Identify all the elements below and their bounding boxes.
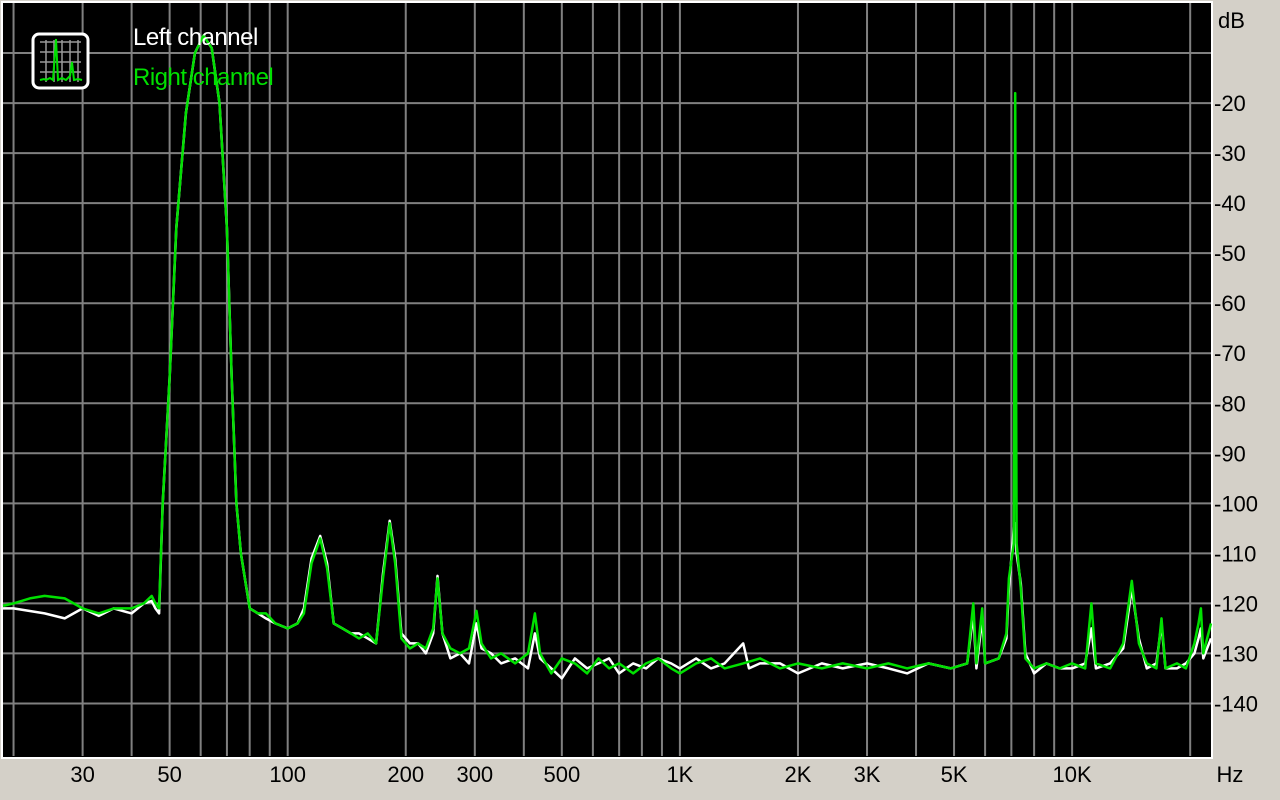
x-tick-label: 300: [456, 762, 493, 787]
legend-chart-icon: [31, 32, 90, 90]
legend-left-channel: Left channel: [133, 24, 258, 51]
legend-right-channel: Right channel: [133, 64, 274, 91]
x-tick-label: 2K: [785, 762, 812, 787]
y-tick-label: -140: [1214, 691, 1258, 716]
y-tick-label: -110: [1214, 541, 1256, 566]
y-tick-label: -40: [1214, 191, 1246, 216]
plot-area: [1, 1, 1213, 759]
grid: [3, 3, 1211, 756]
axis-ticks: 30 50 100 200 300 500 1K 2K 3K 5K 10K Hz -20 -30 -40 -5…: [70, 8, 1258, 787]
y-tick-label: -30: [1214, 141, 1246, 166]
x-tick-label: 10K: [1053, 762, 1092, 787]
y-tick-label: -60: [1214, 291, 1246, 316]
x-tick-label: 3K: [854, 762, 881, 787]
y-tick-label: -90: [1214, 441, 1246, 466]
x-tick-label: 200: [387, 762, 424, 787]
x-tick-label: 1K: [666, 762, 693, 787]
y-tick-label: -120: [1214, 591, 1258, 616]
y-tick-label: -20: [1214, 91, 1246, 116]
y-axis-label: dB: [1218, 8, 1245, 33]
y-tick-label: -80: [1214, 391, 1246, 416]
x-tick-label: 500: [543, 762, 580, 787]
series-line-right: [2, 34, 1213, 675]
y-tick-label: -130: [1214, 641, 1258, 666]
series-lines: [2, 34, 1213, 680]
x-tick-label: 30: [70, 762, 94, 787]
y-tick-label: -70: [1214, 341, 1246, 366]
x-tick-label: 100: [269, 762, 306, 787]
x-tick-label: 50: [157, 762, 181, 787]
y-tick-label: -100: [1214, 491, 1258, 516]
x-tick-label: 5K: [941, 762, 968, 787]
x-axis-label: Hz: [1217, 762, 1244, 787]
y-tick-label: -50: [1214, 241, 1246, 266]
